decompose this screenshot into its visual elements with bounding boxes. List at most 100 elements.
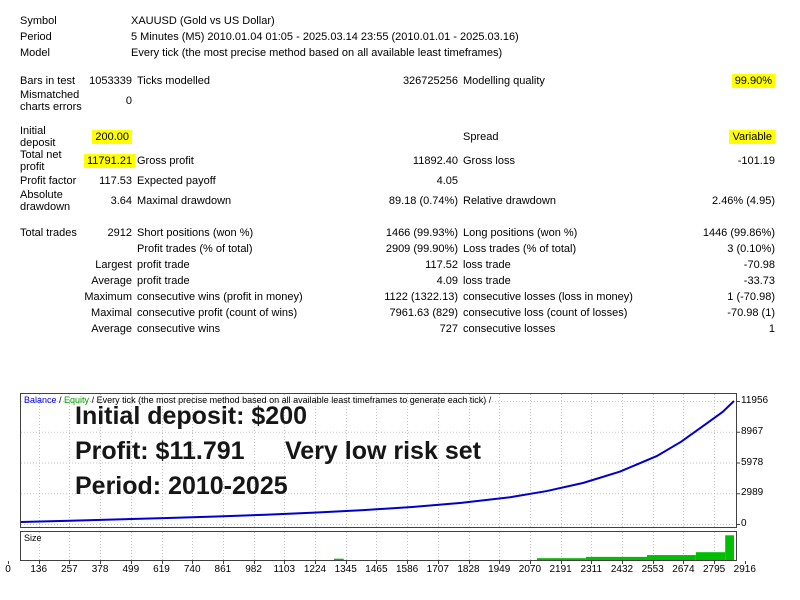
stat-label: consecutive wins (profit in money): [137, 291, 303, 303]
stat-label: consecutive losses (loss in money): [463, 291, 633, 303]
info-row: Period 5 Minutes (M5) 2010.01.04 01:05 - …: [0, 29, 800, 45]
size-bar: [695, 552, 726, 560]
y-axis-label: 0: [741, 518, 747, 529]
stat-label: profit trade: [137, 275, 190, 287]
stat-value: 4.09: [436, 275, 458, 287]
stat-label: Spread: [463, 131, 499, 143]
annotation-profit: Profit: $11.791: [75, 437, 245, 465]
stat-value: -70.98 (1): [727, 307, 775, 319]
stat-label: Absolute drawdown: [20, 189, 71, 213]
stat-label: Expected payoff: [137, 175, 216, 187]
y-axis-label: 8967: [741, 425, 764, 437]
stat-value: 11791.21: [84, 154, 136, 168]
report-stats-section: Bars in test 1053339 Ticks modelled 3267252…: [0, 73, 800, 337]
stat-value: 3 (0.10%): [727, 243, 775, 255]
stat-label: Loss trades (% of total): [463, 243, 577, 255]
info-value: Every tick (the most precise method base…: [131, 47, 503, 59]
stat-label: Total net profit: [20, 149, 62, 173]
stat-value: Maximum: [84, 291, 132, 303]
stat-value: 89.18 (0.74%): [388, 195, 458, 207]
size-bar: [585, 556, 647, 560]
legend-equity-label: Equity: [64, 395, 90, 405]
x-axis-label: 861: [214, 564, 232, 575]
stat-value: 200.00: [84, 130, 132, 144]
stat-label: consecutive profit (count of wins): [137, 307, 298, 319]
info-label: Symbol: [20, 15, 57, 27]
annotation-risk: Very low risk set: [285, 437, 481, 465]
x-axis-label: 740: [183, 564, 201, 575]
stat-label: Relative drawdown: [463, 195, 556, 207]
highlighted-value: 11791.21: [84, 154, 136, 168]
stat-label: Short positions (won %): [137, 227, 254, 239]
annotation-period: Period: 2010-2025: [75, 472, 288, 500]
stat-label: consecutive losses: [463, 323, 556, 335]
info-label: Model: [20, 47, 50, 59]
highlighted-value: 200.00: [92, 130, 132, 144]
x-axis-label: 2311: [580, 564, 603, 575]
stat-label: Profit trades (% of total): [137, 243, 253, 255]
stat-label: Gross profit: [137, 155, 194, 167]
stat-value: 3.64: [110, 195, 132, 207]
report-info-section: Symbol XAUUSD (Gold vs US Dollar) Period 5 …: [0, 13, 800, 61]
stat-value: 326725256: [402, 75, 458, 87]
stat-row: Bars in test 1053339 Ticks modelled 3267252…: [0, 73, 800, 89]
legend-separator: /: [89, 395, 97, 405]
stat-value: 0: [125, 95, 132, 107]
stat-value: Variable: [657, 130, 775, 144]
stat-row: Average consecutive wins 727 consecutive lo…: [0, 321, 800, 337]
x-axis-label: 1828: [457, 564, 480, 575]
x-axis-label: 2432: [610, 564, 634, 575]
stat-row: Profit factor 117.53 Expected payoff 4.05: [0, 173, 800, 189]
legend-separator: /: [56, 395, 65, 405]
x-axis-label: 2795: [702, 564, 726, 575]
stat-label: Initial deposit: [20, 125, 56, 149]
highlighted-value: Variable: [729, 130, 775, 144]
x-axis-label: 378: [91, 564, 109, 575]
x-axis-label: 1103: [273, 564, 296, 575]
legend-method-text: Every tick (the most precise method base…: [96, 395, 492, 405]
highlighted-value: 99.90%: [731, 74, 775, 88]
x-axis-label: 257: [61, 564, 78, 575]
stat-value: 2912: [107, 227, 132, 239]
x-axis-label: 0: [5, 564, 11, 575]
x-axis-label: 1707: [426, 564, 449, 575]
stat-value: -101.19: [737, 155, 775, 167]
stat-row: Total net profit 11791.21 Gross profit 1189…: [0, 149, 800, 173]
stat-label: Ticks modelled: [137, 75, 210, 87]
x-axis-label: 1949: [488, 564, 511, 575]
stat-row: Largest profit trade 117.52 loss trade -70.9…: [0, 257, 800, 273]
x-axis-label: 2191: [549, 564, 572, 575]
stat-value: 4.05: [436, 175, 458, 187]
x-axis-label: 2070: [518, 564, 542, 575]
stat-row: Maximum consecutive wins (profit in money…: [0, 289, 800, 305]
x-axis-label: 619: [153, 564, 170, 575]
stat-value: Average: [91, 323, 132, 335]
size-bar: [536, 558, 586, 560]
stat-value: 1 (-70.98): [727, 291, 775, 303]
x-axis-label: 136: [30, 564, 48, 575]
stat-value: 1: [768, 323, 775, 335]
x-axis-label: 1224: [303, 564, 327, 575]
stat-value: 1122 (1322.13): [384, 291, 458, 303]
size-bar: [725, 535, 734, 560]
stat-row: Initial deposit 200.00 Spread Variable: [0, 125, 800, 149]
stat-value: Average: [91, 275, 132, 287]
size-panel-border: [20, 531, 737, 561]
x-axis-label: 1465: [365, 564, 388, 575]
stat-value: 727: [439, 323, 458, 335]
y-axis-label: 11956: [741, 395, 769, 406]
legend-balance-label: Balance: [24, 395, 57, 405]
stat-value: 11892.40: [412, 155, 458, 167]
y-axis-label: 5978: [741, 456, 764, 468]
balance-curve: [20, 400, 735, 523]
stat-row: Total trades 2912 Short positions (won %) 1…: [0, 225, 800, 241]
stat-value: -33.73: [743, 275, 775, 287]
report-table: Symbol XAUUSD (Gold vs US Dollar) Period 5 …: [0, 13, 800, 337]
stat-row: Profit trades (% of total) 2909 (99.90%) L…: [0, 241, 800, 257]
x-axis-label: 1345: [334, 564, 357, 575]
x-axis-label: 499: [122, 564, 140, 575]
stat-value: 117.52: [425, 259, 458, 271]
stat-value: 1466 (99.93%): [385, 227, 458, 239]
